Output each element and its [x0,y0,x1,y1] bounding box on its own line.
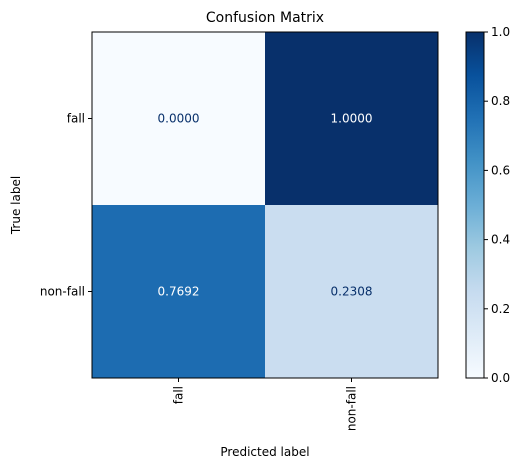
heatmap-cell-0-0 [92,32,265,205]
x-axis-ticks: fall non-fall [172,378,359,431]
colorbar [465,31,485,379]
cell-value-label-1-0: 0.7692 [158,285,200,299]
cell-value-labels: 0.0000 1.0000 0.7692 0.2308 [158,112,373,299]
colorbar-tick-label-0: 0.0 [491,371,510,385]
y-tick-label-0: fall [67,112,85,126]
heatmap-cell-1-0 [92,205,265,378]
x-tick-label-0: fall [172,386,186,404]
colorbar-tick-label-1: 0.2 [491,302,510,316]
y-tick-label-1: non-fall [40,285,85,299]
cell-value-label-0-1: 1.0000 [331,112,373,126]
x-axis-label: Predicted label [220,445,309,459]
colorbar-tick-label-3: 0.6 [491,163,510,177]
y-axis-label: True label [9,176,23,235]
chart-title: Confusion Matrix [206,10,324,26]
colorbar-tick-label-2: 0.4 [491,233,510,247]
cell-value-label-1-1: 0.2308 [331,285,373,299]
colorbar-tick-label-4: 0.8 [491,94,510,108]
x-tick-label-1: non-fall [345,386,359,431]
heatmap-frame [91,31,439,379]
y-axis-ticks: fall non-fall [40,112,92,299]
heatmap-cell-1-1 [265,205,438,378]
colorbar-tick-label-5: 1.0 [491,25,510,39]
heatmap-cells [92,32,438,378]
cell-value-label-0-0: 0.0000 [158,112,200,126]
colorbar-ticks: 0.0 0.2 0.4 0.6 0.8 1.0 [484,25,510,385]
heatmap-cell-0-1 [265,32,438,205]
